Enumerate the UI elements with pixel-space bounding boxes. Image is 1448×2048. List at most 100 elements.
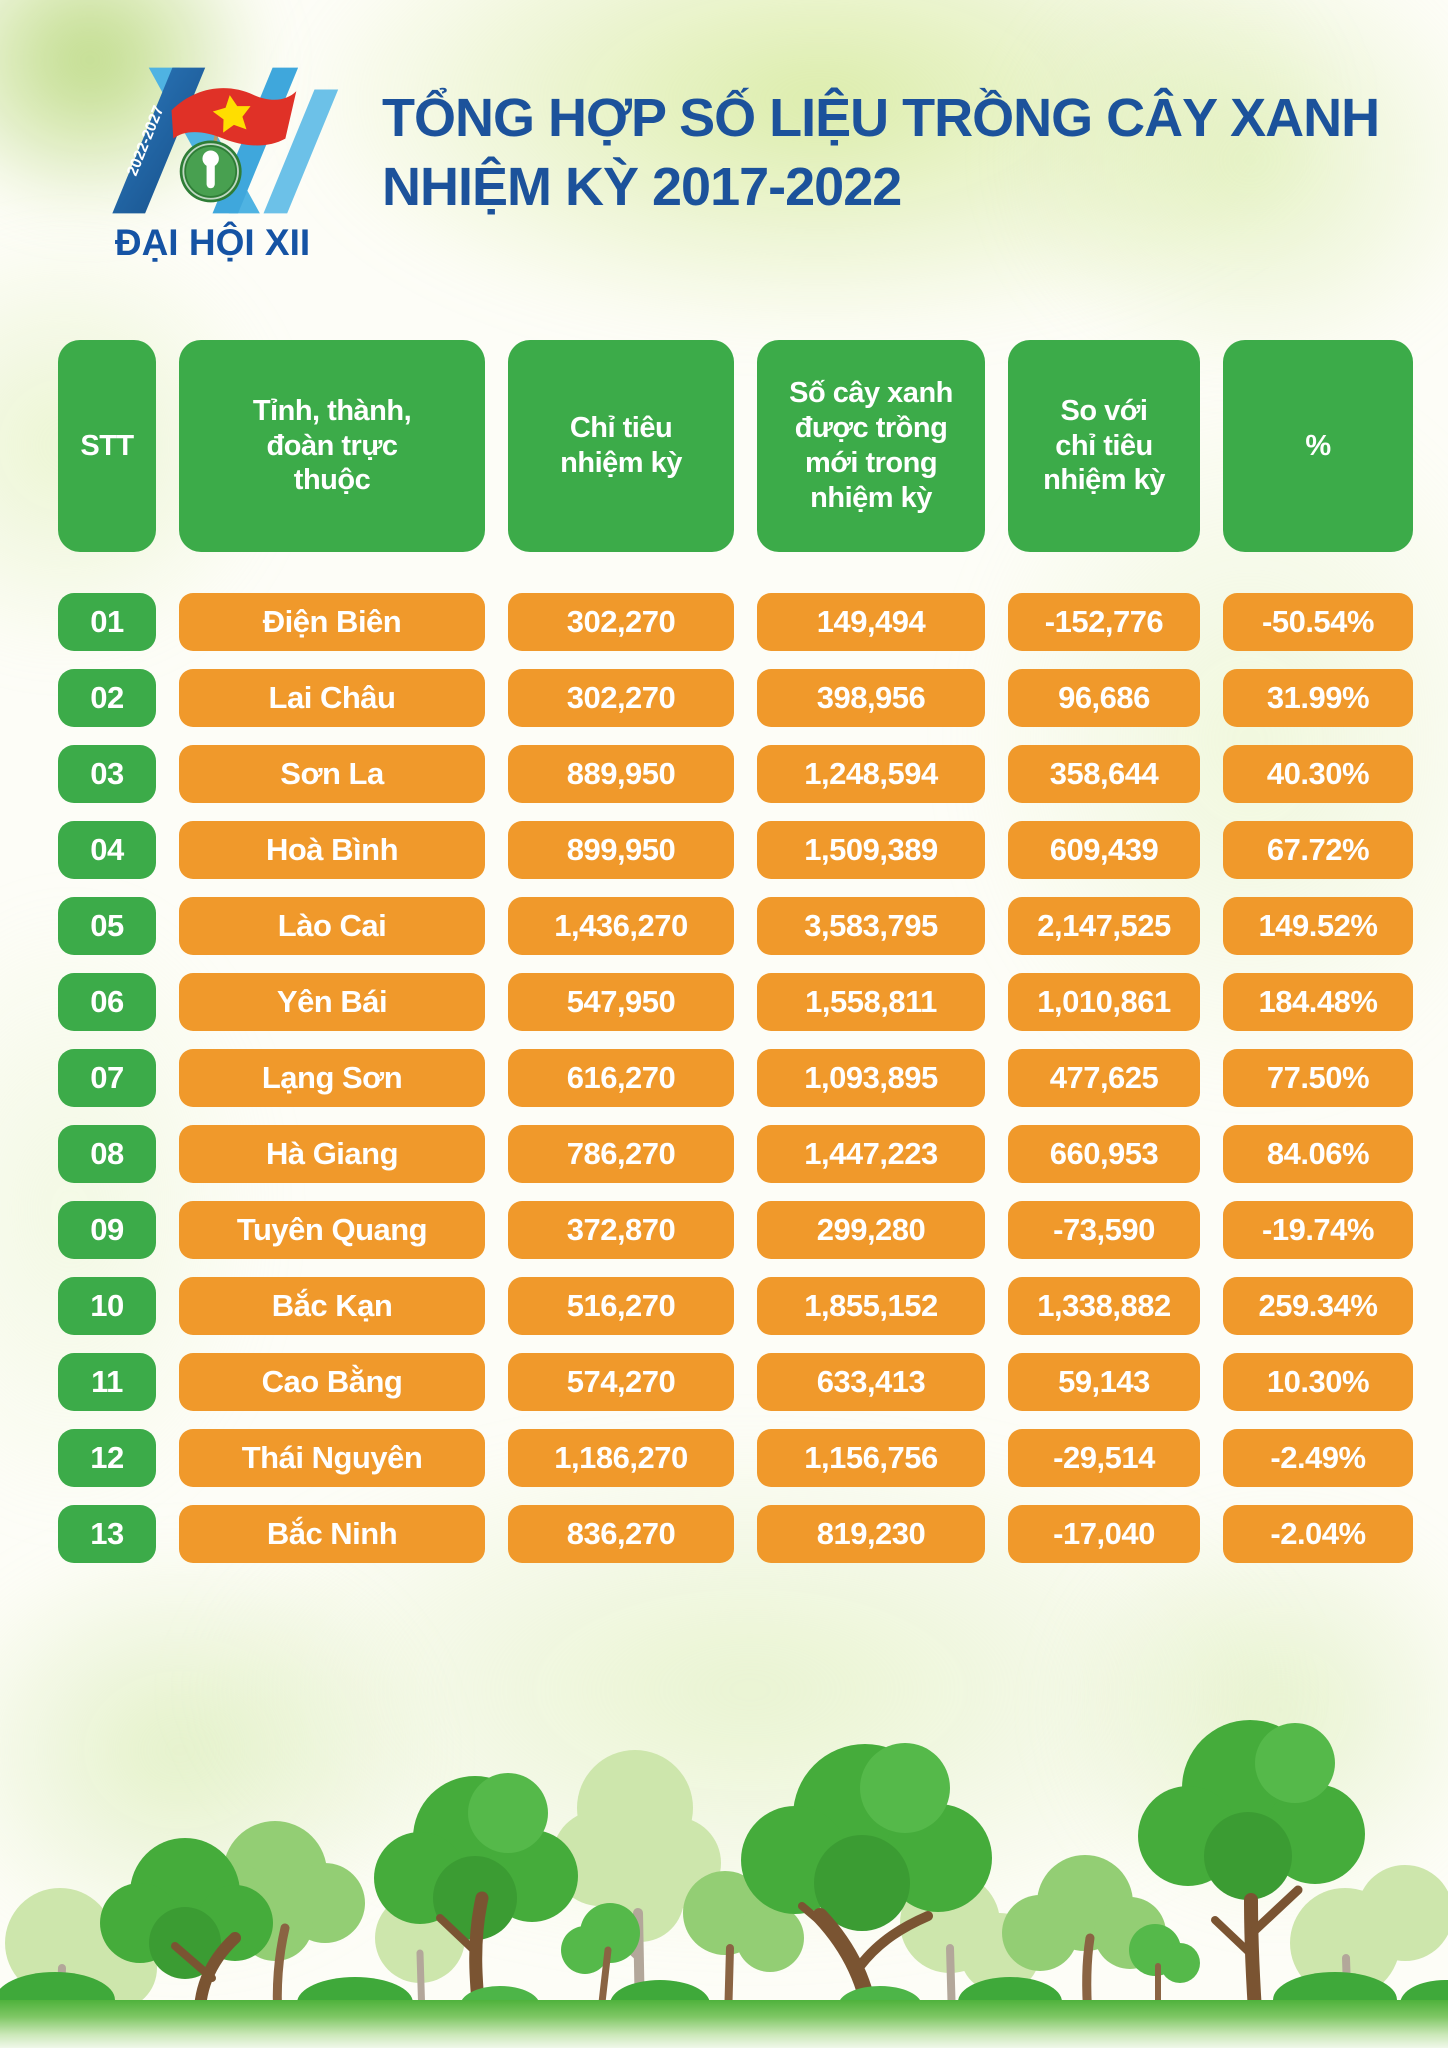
- row-planted-cell: 1,855,152: [757, 1277, 985, 1335]
- row-diff: 59,143: [1058, 1364, 1150, 1399]
- row-province-cell: Cao Bằng: [179, 1353, 485, 1411]
- row-diff-cell: -73,590: [1008, 1201, 1200, 1259]
- row-stt-badge: 04: [58, 821, 156, 879]
- col-header-diff: So với chỉ tiêu nhiệm kỳ: [1008, 340, 1200, 552]
- col-header-label: %: [1305, 429, 1331, 462]
- table-header-row: STT Tỉnh, thành, đoàn trực thuộc Chỉ tiê…: [58, 340, 1414, 552]
- row-target: 302,270: [566, 604, 676, 639]
- row-stt-badge: 02: [58, 669, 156, 727]
- row-province: Yên Bái: [276, 984, 388, 1019]
- row-planted-cell: 398,956: [757, 669, 985, 727]
- row-stt-badge: 11: [58, 1353, 156, 1411]
- row-stt-badge: 10: [58, 1277, 156, 1335]
- row-diff-cell: -29,514: [1008, 1429, 1200, 1487]
- col-header-percent: %: [1223, 340, 1413, 552]
- row-planted-cell: 633,413: [757, 1353, 985, 1411]
- row-planted: 1,509,389: [804, 832, 938, 867]
- row-percent: -2.49%: [1270, 1440, 1366, 1475]
- row-percent-cell: -50.54%: [1223, 593, 1413, 651]
- row-diff: -29,514: [1053, 1440, 1155, 1475]
- col-header-target: Chỉ tiêu nhiệm kỳ: [508, 340, 734, 552]
- row-percent-cell: -2.49%: [1223, 1429, 1413, 1487]
- row-diff: 609,439: [1049, 832, 1159, 867]
- table-row: 09 Tuyên Quang 372,870 299,280 -73,590 -…: [58, 1201, 1414, 1259]
- row-diff: -152,776: [1044, 604, 1164, 639]
- table-row: 06 Yên Bái 547,950 1,558,811 1,010,861 1…: [58, 973, 1414, 1031]
- row-target: 302,270: [566, 680, 676, 715]
- row-percent: 67.72%: [1266, 832, 1370, 867]
- row-diff-cell: 59,143: [1008, 1353, 1200, 1411]
- row-percent: 184.48%: [1258, 984, 1378, 1019]
- table-row: 01 Điện Biên 302,270 149,494 -152,776 -5…: [58, 593, 1414, 651]
- row-target-cell: 616,270: [508, 1049, 734, 1107]
- row-planted-cell: 3,583,795: [757, 897, 985, 955]
- row-province-cell: Sơn La: [179, 745, 485, 803]
- congress-logo: 2022-2027 ĐẠI HỘI XII: [85, 60, 340, 264]
- emblem-fist: [202, 150, 219, 167]
- row-diff: -73,590: [1053, 1212, 1155, 1247]
- row-province-cell: Lạng Sơn: [179, 1049, 485, 1107]
- row-percent: -50.54%: [1262, 604, 1374, 639]
- row-planted: 3,583,795: [804, 908, 938, 943]
- col-header-label: Tỉnh, thành, đoàn trực thuộc: [252, 394, 412, 497]
- row-diff-cell: 660,953: [1008, 1125, 1200, 1183]
- row-diff-cell: 1,338,882: [1008, 1277, 1200, 1335]
- row-percent: 84.06%: [1266, 1136, 1370, 1171]
- row-stt: 12: [90, 1440, 124, 1475]
- row-planted: 633,413: [816, 1364, 926, 1399]
- table-body: 01 Điện Biên 302,270 149,494 -152,776 -5…: [58, 593, 1414, 1563]
- forest-illustration: [0, 1720, 1448, 2048]
- row-planted: 1,558,811: [805, 984, 937, 1019]
- row-target-cell: 302,270: [508, 593, 734, 651]
- row-percent: -2.04%: [1270, 1516, 1366, 1551]
- row-percent: 149.52%: [1258, 908, 1378, 943]
- row-planted-cell: 1,093,895: [757, 1049, 985, 1107]
- row-diff-cell: 477,625: [1008, 1049, 1200, 1107]
- row-stt: 04: [90, 832, 124, 867]
- row-planted-cell: 819,230: [757, 1505, 985, 1563]
- row-percent-cell: 84.06%: [1223, 1125, 1413, 1183]
- row-planted-cell: 1,509,389: [757, 821, 985, 879]
- row-diff: -17,040: [1053, 1516, 1155, 1551]
- row-target-cell: 1,186,270: [508, 1429, 734, 1487]
- table-row: 04 Hoà Bình 899,950 1,509,389 609,439 67…: [58, 821, 1414, 879]
- row-province: Thái Nguyên: [241, 1440, 423, 1475]
- row-target: 1,186,270: [554, 1440, 688, 1475]
- row-planted: 819,230: [816, 1516, 926, 1551]
- row-planted: 1,093,895: [804, 1060, 938, 1095]
- row-target-cell: 899,950: [508, 821, 734, 879]
- row-province: Bắc Kạn: [271, 1288, 393, 1323]
- row-planted-cell: 1,558,811: [757, 973, 985, 1031]
- row-province: Hoà Bình: [265, 832, 399, 867]
- row-target: 899,950: [566, 832, 676, 867]
- row-diff-cell: 2,147,525: [1008, 897, 1200, 955]
- row-planted-cell: 1,156,756: [757, 1429, 985, 1487]
- row-diff: 1,010,861: [1037, 984, 1171, 1019]
- row-stt-badge: 03: [58, 745, 156, 803]
- row-percent-cell: 10.30%: [1223, 1353, 1413, 1411]
- row-stt: 07: [90, 1060, 124, 1095]
- row-percent: 10.30%: [1266, 1364, 1370, 1399]
- row-target-cell: 836,270: [508, 1505, 734, 1563]
- row-diff-cell: 358,644: [1008, 745, 1200, 803]
- row-percent-cell: 77.50%: [1223, 1049, 1413, 1107]
- congress-name: ĐẠI HỘI XII: [114, 222, 311, 263]
- row-percent-cell: 40.30%: [1223, 745, 1413, 803]
- row-diff: 358,644: [1049, 756, 1159, 791]
- row-stt-badge: 13: [58, 1505, 156, 1563]
- title-line-1: TỔNG HỢP SỐ LIỆU TRỒNG CÂY XANH: [382, 88, 1380, 148]
- row-stt-badge: 05: [58, 897, 156, 955]
- row-stt: 05: [90, 908, 124, 943]
- row-percent-cell: -19.74%: [1223, 1201, 1413, 1259]
- row-planted: 1,855,152: [804, 1288, 938, 1323]
- table-row: 10 Bắc Kạn 516,270 1,855,152 1,338,882 2…: [58, 1277, 1414, 1335]
- row-stt: 08: [90, 1136, 124, 1171]
- row-stt-badge: 09: [58, 1201, 156, 1259]
- row-planted-cell: 299,280: [757, 1201, 985, 1259]
- row-target-cell: 516,270: [508, 1277, 734, 1335]
- row-target-cell: 786,270: [508, 1125, 734, 1183]
- row-province-cell: Bắc Kạn: [179, 1277, 485, 1335]
- col-header-label: STT: [80, 429, 134, 462]
- row-percent-cell: 149.52%: [1223, 897, 1413, 955]
- row-planted: 1,156,756: [804, 1440, 938, 1475]
